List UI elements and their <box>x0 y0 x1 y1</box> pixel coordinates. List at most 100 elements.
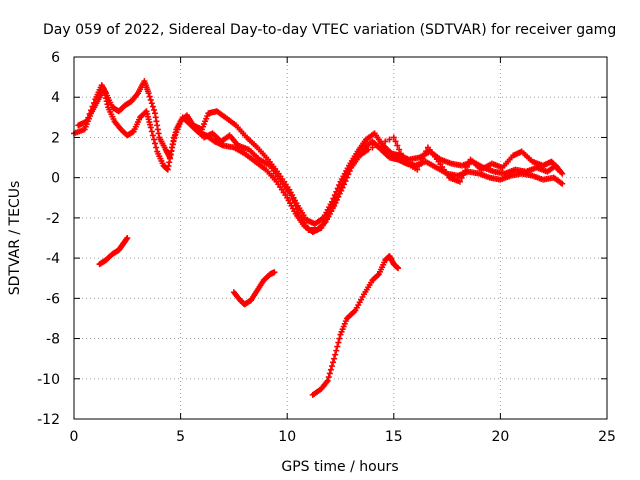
axis-ticks: 0 5 10 15 20 25 -12 -10 -8 -6 -4 -2 0 2 4 6 <box>37 50 616 445</box>
data-point <box>334 343 341 350</box>
y-tick-label: -4 <box>46 251 60 267</box>
data-point <box>336 335 343 342</box>
data-point <box>291 199 298 206</box>
data-point <box>330 195 337 202</box>
y-tick-label: 2 <box>51 130 60 146</box>
y-axis-label: SDTVAR / TECUs <box>7 181 23 296</box>
x-tick-label: 15 <box>385 429 403 445</box>
data-point <box>325 374 332 381</box>
data-point <box>416 162 423 169</box>
data-point <box>327 366 334 373</box>
data-point <box>423 148 430 155</box>
data-point <box>331 192 338 199</box>
plot-frame <box>73 56 608 420</box>
data-point <box>346 167 353 174</box>
x-tick-label: 5 <box>176 429 185 445</box>
data-point <box>419 155 426 162</box>
y-tick-label: -8 <box>46 332 60 348</box>
data-point <box>463 163 470 170</box>
chart-title: Day 059 of 2022, Sidereal Day-to-day VTE… <box>43 22 616 38</box>
data-point <box>89 103 96 110</box>
y-tick-label: -12 <box>37 412 60 428</box>
x-axis-label: GPS time / hours <box>281 459 398 475</box>
data-point <box>392 138 399 145</box>
data-point <box>378 140 385 147</box>
y-tick-label: 4 <box>51 90 60 106</box>
series-track-f <box>190 124 561 233</box>
data-point <box>295 209 302 216</box>
data-point <box>417 159 424 166</box>
data-point <box>326 370 333 377</box>
x-tick-label: 25 <box>598 429 616 445</box>
x-tick-label: 0 <box>70 429 79 445</box>
data-point <box>148 100 155 107</box>
data-point <box>421 151 428 158</box>
data-point <box>86 110 93 117</box>
data-point <box>559 180 566 187</box>
data-point <box>294 206 301 213</box>
data-point <box>150 136 157 143</box>
data-point <box>465 160 472 167</box>
data-point <box>83 118 90 125</box>
data-points <box>71 78 566 398</box>
y-tick-label: 6 <box>51 50 60 66</box>
data-point <box>343 174 350 181</box>
data-point <box>335 193 342 200</box>
data-point <box>396 146 403 153</box>
data-point <box>148 128 155 135</box>
data-point <box>331 355 338 362</box>
data-point <box>390 134 397 141</box>
data-point <box>369 144 376 151</box>
series-track-b <box>75 78 566 227</box>
data-point <box>559 170 566 177</box>
data-point <box>345 171 352 178</box>
data-point <box>335 339 342 346</box>
data-point <box>399 154 406 161</box>
series-track-c <box>96 235 131 268</box>
data-point <box>333 188 340 195</box>
data-point <box>458 175 465 182</box>
data-point <box>331 202 338 209</box>
data-point <box>145 90 152 97</box>
data-point <box>336 190 343 197</box>
data-point <box>85 114 92 121</box>
data-point <box>341 181 348 188</box>
data-point <box>288 192 295 199</box>
data-point <box>150 106 157 113</box>
series-track-a <box>71 86 566 235</box>
data-point <box>152 140 159 147</box>
data-point <box>153 144 160 151</box>
data-point <box>330 359 337 366</box>
y-tick-label: 0 <box>51 171 60 187</box>
grid-lines <box>74 57 607 419</box>
data-point <box>365 146 372 153</box>
data-point <box>332 351 339 358</box>
series-track-d <box>230 269 278 308</box>
data-point <box>324 377 331 384</box>
data-point <box>333 196 340 203</box>
data-point <box>146 93 153 100</box>
data-point <box>342 178 349 185</box>
data-point <box>386 136 393 143</box>
data-point <box>271 269 278 276</box>
data-point <box>289 196 296 203</box>
data-point <box>338 187 345 194</box>
data-point <box>460 171 467 178</box>
data-point <box>147 124 154 131</box>
y-tick-label: -10 <box>37 372 60 388</box>
data-point <box>333 347 340 354</box>
data-point <box>395 265 402 272</box>
data-point <box>339 184 346 191</box>
data-point <box>374 272 381 279</box>
data-point <box>394 142 401 149</box>
data-point <box>554 166 561 173</box>
data-point <box>328 198 335 205</box>
data-point <box>414 166 421 173</box>
data-point <box>149 103 156 110</box>
data-point <box>90 99 97 106</box>
data-point <box>149 132 156 139</box>
data-point <box>397 150 404 157</box>
data-point <box>382 138 389 145</box>
x-tick-label: 10 <box>278 429 296 445</box>
